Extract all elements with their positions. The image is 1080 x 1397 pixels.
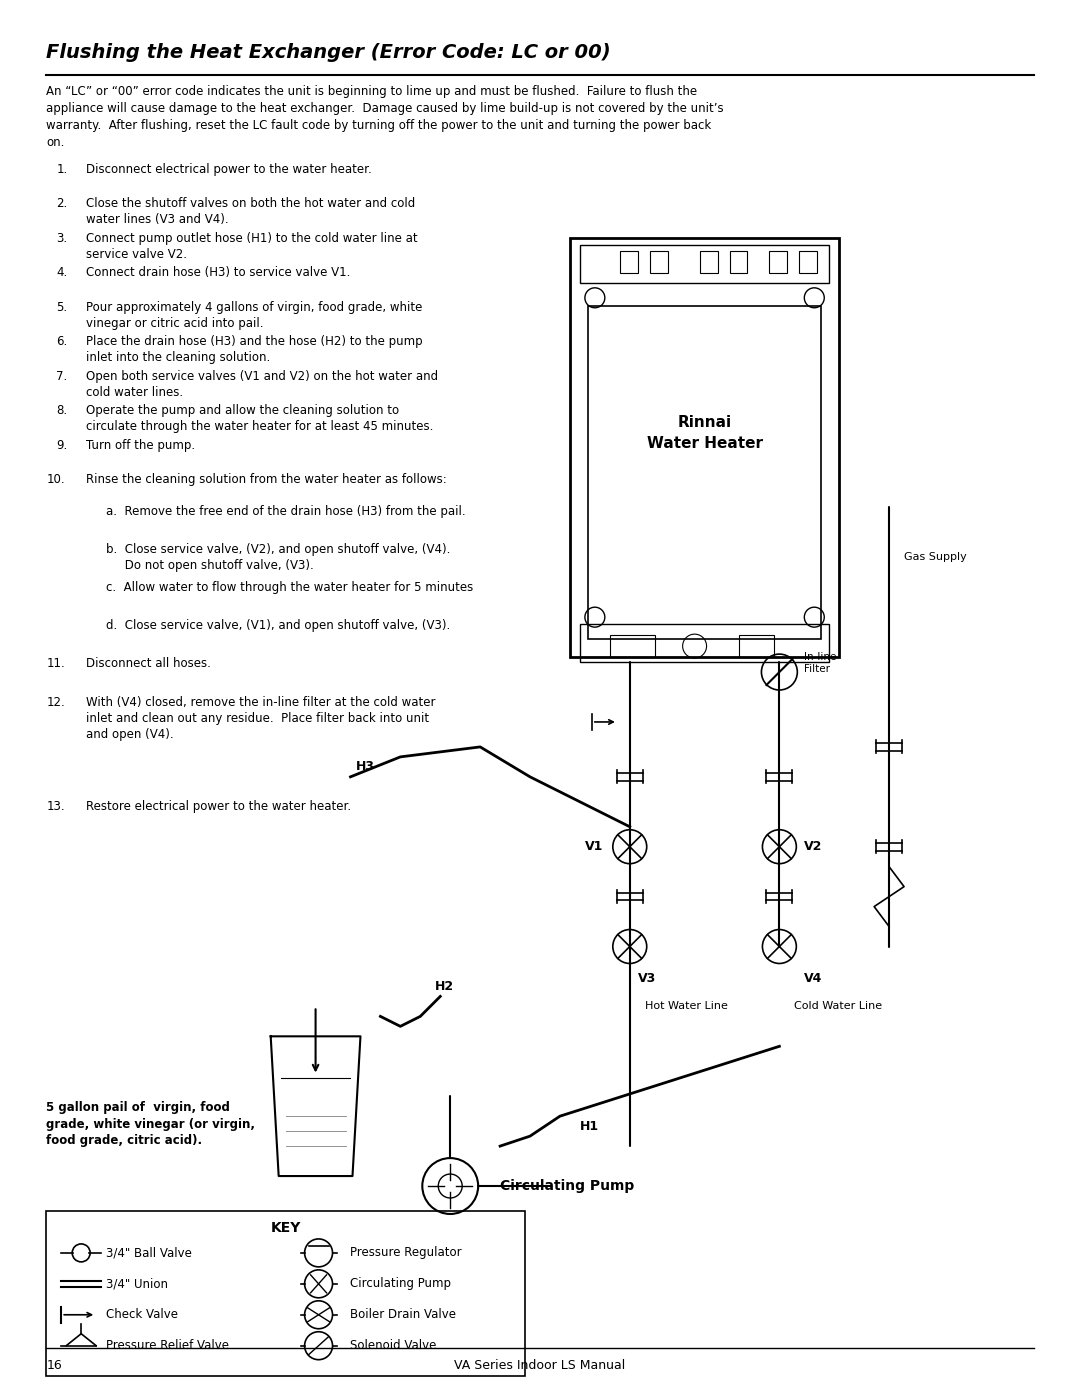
Text: 13.: 13. [46, 800, 65, 813]
Text: Close the shutoff valves on both the hot water and cold
water lines (V3 and V4).: Close the shutoff valves on both the hot… [86, 197, 416, 226]
Text: Disconnect electrical power to the water heater.: Disconnect electrical power to the water… [86, 163, 372, 176]
Text: Rinnai
Water Heater: Rinnai Water Heater [647, 415, 762, 450]
Text: In-line
Filter: In-line Filter [805, 652, 837, 673]
Text: Gas Supply: Gas Supply [904, 552, 967, 562]
Text: Pressure Relief Valve: Pressure Relief Valve [106, 1340, 229, 1352]
Text: 16: 16 [46, 1359, 62, 1372]
Text: 11.: 11. [46, 657, 65, 669]
Text: Operate the pump and allow the cleaning solution to
circulate through the water : Operate the pump and allow the cleaning … [86, 404, 433, 433]
Bar [610, 636, 654, 657]
Text: VA Series Indoor LS Manual: VA Series Indoor LS Manual [455, 1359, 625, 1372]
Text: Flushing the Heat Exchanger (Error Code: LC or 00): Flushing the Heat Exchanger (Error Code:… [46, 43, 611, 63]
Text: 3.: 3. [56, 232, 67, 244]
Text: Circulating Pump: Circulating Pump [351, 1277, 451, 1291]
Bar [700, 251, 717, 272]
Text: b.  Close service valve, (V2), and open shutoff valve, (V4).
     Do not open sh: b. Close service valve, (V2), and open s… [106, 543, 450, 571]
Text: 4.: 4. [56, 267, 67, 279]
Bar [46, 1211, 525, 1376]
Bar [580, 624, 829, 662]
Text: c.  Allow water to flow through the water heater for 5 minutes: c. Allow water to flow through the water… [106, 581, 473, 594]
Text: Pour approximately 4 gallons of virgin, food grade, white
vinegar or citric acid: Pour approximately 4 gallons of virgin, … [86, 300, 422, 330]
Text: Connect pump outlet hose (H1) to the cold water line at
service valve V2.: Connect pump outlet hose (H1) to the col… [86, 232, 418, 261]
Bar [588, 306, 821, 638]
Text: An “LC” or “00” error code indicates the unit is beginning to lime up and must b: An “LC” or “00” error code indicates the… [46, 85, 724, 149]
Bar [650, 251, 667, 272]
Text: KEY: KEY [270, 1221, 301, 1235]
Bar [729, 251, 747, 272]
Text: 2.: 2. [56, 197, 67, 211]
Bar [580, 244, 829, 282]
Text: Cold Water Line: Cold Water Line [795, 1002, 882, 1011]
Text: Pressure Regulator: Pressure Regulator [351, 1246, 462, 1259]
Text: H2: H2 [435, 979, 455, 993]
Text: Hot Water Line: Hot Water Line [645, 1002, 728, 1011]
Text: a.  Remove the free end of the drain hose (H3) from the pail.: a. Remove the free end of the drain hose… [106, 504, 465, 518]
Text: Restore electrical power to the water heater.: Restore electrical power to the water he… [86, 800, 351, 813]
Bar [769, 251, 787, 272]
Text: V4: V4 [805, 972, 823, 985]
Text: 5.: 5. [56, 300, 67, 314]
Text: H3: H3 [355, 760, 375, 774]
Text: With (V4) closed, remove the in-line filter at the cold water
inlet and clean ou: With (V4) closed, remove the in-line fil… [86, 696, 435, 740]
Text: 3/4" Union: 3/4" Union [106, 1277, 168, 1291]
Text: d.  Close service valve, (V1), and open shutoff valve, (V3).: d. Close service valve, (V1), and open s… [106, 619, 450, 631]
FancyArrowPatch shape [595, 719, 613, 724]
Text: V2: V2 [805, 840, 823, 854]
Bar [740, 636, 774, 657]
Text: 3/4" Ball Valve: 3/4" Ball Valve [106, 1246, 192, 1259]
Text: H1: H1 [580, 1119, 599, 1133]
Text: Open both service valves (V1 and V2) on the hot water and
cold water lines.: Open both service valves (V1 and V2) on … [86, 370, 438, 398]
Text: Check Valve: Check Valve [106, 1308, 178, 1322]
Text: Connect drain hose (H3) to service valve V1.: Connect drain hose (H3) to service valve… [86, 267, 351, 279]
Bar [620, 251, 638, 272]
Text: Solenoid Valve: Solenoid Valve [351, 1340, 437, 1352]
Bar [799, 251, 818, 272]
Text: 9.: 9. [56, 439, 67, 451]
Text: 5 gallon pail of  virgin, food
grade, white vinegar (or virgin,
food grade, citr: 5 gallon pail of virgin, food grade, whi… [46, 1101, 255, 1147]
Text: Circulating Pump: Circulating Pump [500, 1179, 634, 1193]
Text: Disconnect all hoses.: Disconnect all hoses. [86, 657, 211, 669]
Text: 10.: 10. [46, 474, 65, 486]
Text: Turn off the pump.: Turn off the pump. [86, 439, 195, 451]
Text: Rinse the cleaning solution from the water heater as follows:: Rinse the cleaning solution from the wat… [86, 474, 447, 486]
Text: 6.: 6. [56, 335, 67, 348]
Text: 12.: 12. [46, 696, 65, 708]
Text: 7.: 7. [56, 370, 67, 383]
Text: 1.: 1. [56, 163, 67, 176]
Text: 8.: 8. [56, 404, 67, 418]
Text: Boiler Drain Valve: Boiler Drain Valve [351, 1308, 457, 1322]
Text: Place the drain hose (H3) and the hose (H2) to the pump
inlet into the cleaning : Place the drain hose (H3) and the hose (… [86, 335, 422, 365]
Text: V1: V1 [585, 840, 604, 854]
Bar [570, 237, 839, 657]
Text: V3: V3 [638, 972, 656, 985]
